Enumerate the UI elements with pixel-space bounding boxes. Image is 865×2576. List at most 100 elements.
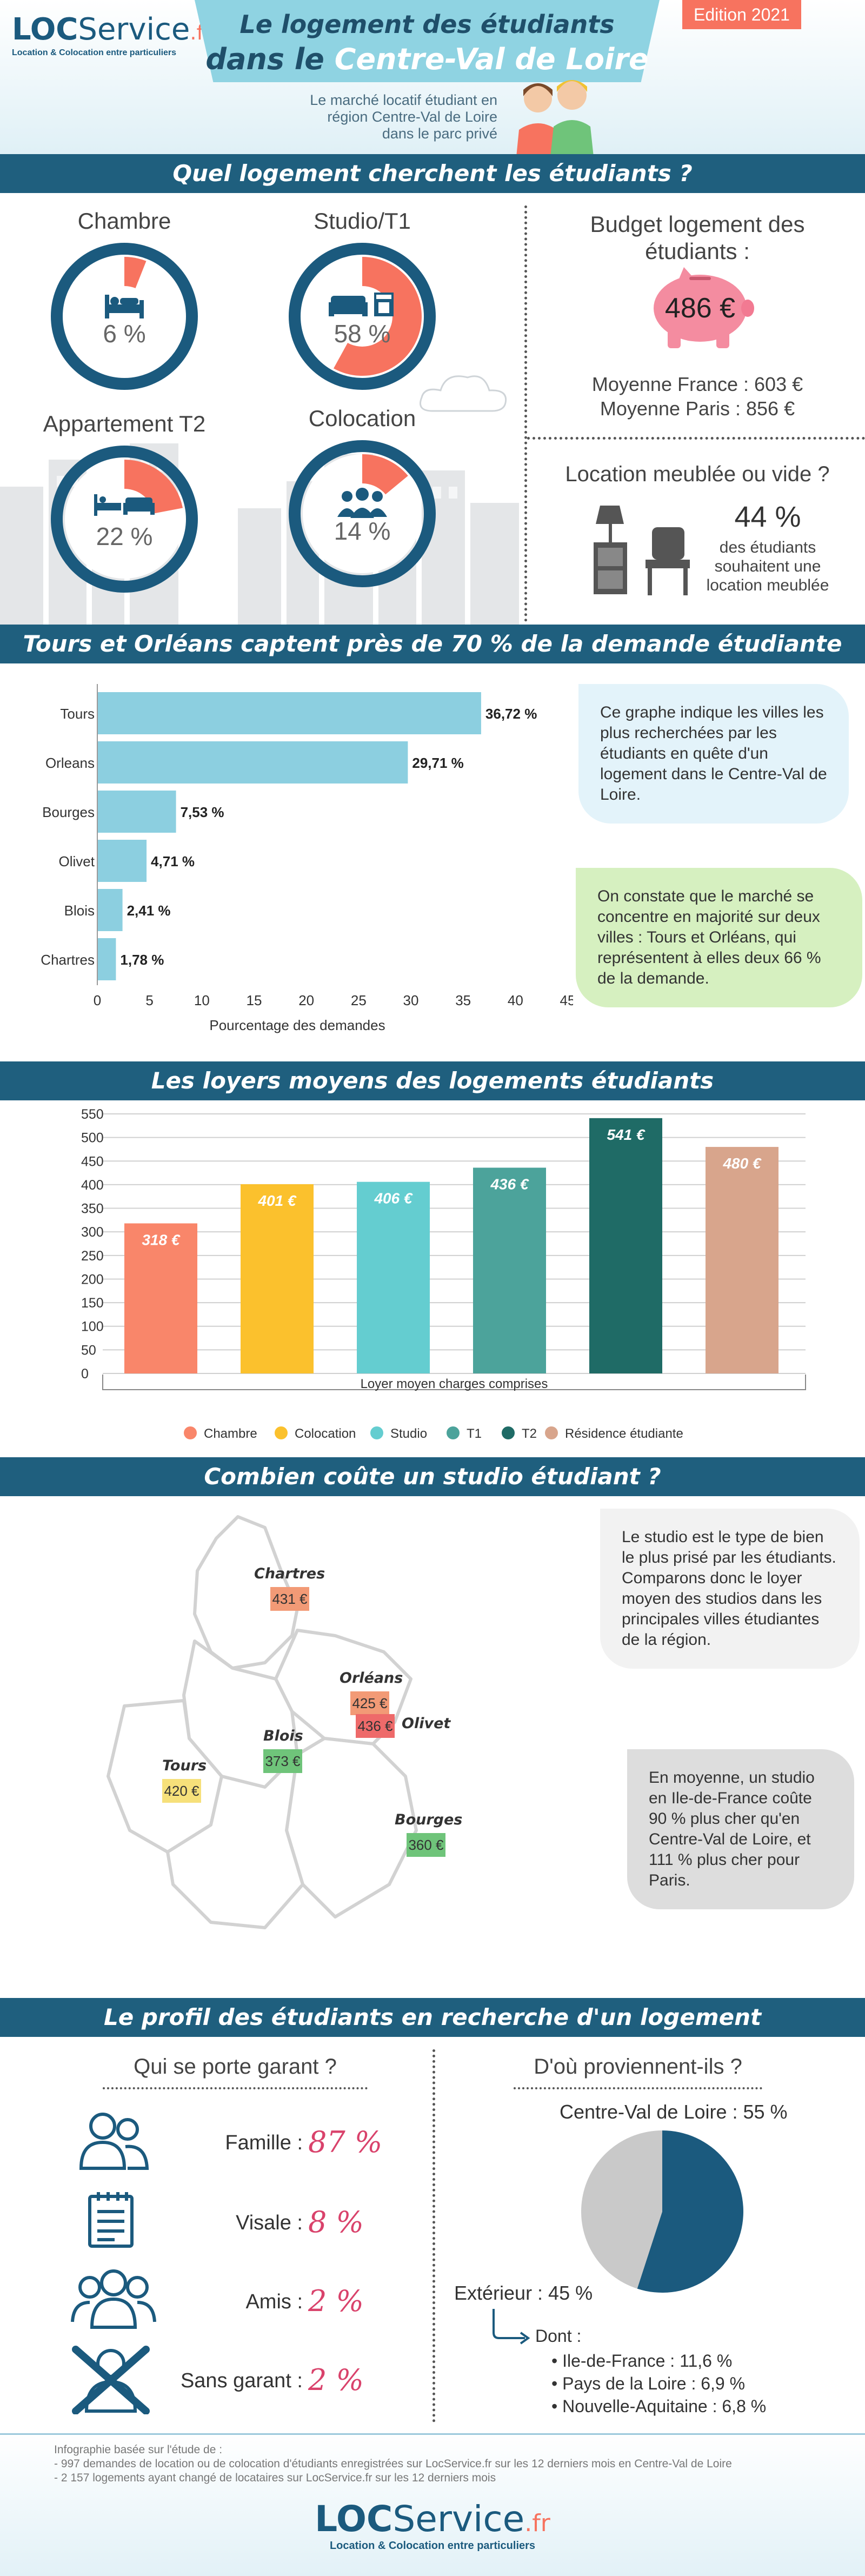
y-tick-label: 100 [81,1319,104,1335]
budget-title-line1: Budget logement des [590,211,805,237]
x-axis-title: Loyer moyen charges comprises [361,1377,548,1391]
bar-category-label: Tours [60,706,95,722]
guarantor-title-underline [103,2087,368,2089]
logo-tagline: Location & Colocation entre particuliers [12,48,177,57]
section1-banner: Quel logement cherchent les étudiants ? [0,154,865,193]
edition-badge: Edition 2021 [682,0,801,29]
x-tick-label: 10 [194,992,210,1008]
logo[interactable]: LOCService.fr Location & Colocation entr… [12,12,212,58]
logo-service: Service [78,12,190,47]
bar-category-label: Chartres [41,952,95,968]
origin-centre-label: Centre-Val de Loire : 55 % [560,2101,788,2123]
city-name: Olivet [402,1715,451,1732]
y-tick-label: 50 [81,1343,96,1358]
bar-value-label: 29,71 % [412,755,463,771]
section4-banner: Combien coûte un studio étudiant ? [0,1457,865,1496]
guarantor-value: 2 % [308,2363,364,2397]
no-guarantor-icon [72,2346,150,2414]
footer: Infographie basée sur l'étude de : - 997… [0,2433,865,2576]
origin-list-item: • Pays de la Loire : 6,9 % [551,2374,746,2393]
guarantor-label: Sans garant : [180,2369,303,2392]
guarantor-row-famille: Famille : 87 % [157,2125,405,2163]
y-tick-label: 150 [81,1296,104,1311]
housing-type-label: Colocation [308,406,416,431]
housing-type-t2: Appartement T2 22 % [32,411,216,622]
rent-bar [357,1181,430,1373]
x-axis-bracket [102,1375,806,1390]
rent-value-label: 318 € [142,1231,180,1248]
origin-list-text: Ile-de-France : 11,6 % [562,2351,733,2371]
subtitle-line2: région Centre-Val de Loire [327,109,497,125]
footer-logo-tagline: Location & Colocation entre particuliers [329,2540,536,2552]
guarantor-label: Famille : [225,2132,303,2154]
footer-divider [0,2433,865,2435]
guarantor-value: 2 % [308,2284,364,2318]
cloud-decoration [420,375,507,412]
subtitle-line3: dans le parc privé [382,125,497,142]
guarantor-label: Amis : [245,2290,303,2313]
housing-type-value: 14 % [334,517,391,545]
demand-bar [97,938,116,980]
logo-brand: LOC [12,12,78,47]
footer-logo[interactable]: LOCService.fr Location & Colocation entr… [297,2498,568,2552]
bar-category-label: Blois [64,902,95,919]
demand-bar [97,889,123,931]
bar-value-label: 1,78 % [120,952,164,968]
divider-horizontal [527,437,865,440]
header-subtitle: Le marché locatif étudiant en région Cen… [227,92,497,142]
guarantor-label: Visale : [236,2212,303,2234]
map-eure-et-loir[interactable] [193,1515,299,1670]
map-indre[interactable] [166,1753,304,1929]
legend-swatch [184,1426,197,1439]
origin-list-text: Pays de la Loire : 6,9 % [562,2374,746,2393]
x-tick-label: 40 [508,992,523,1008]
title-line2-pre: dans le [205,42,335,76]
title-line2: dans le Centre-Val de Loire [195,42,660,76]
header: LOCService.fr Location & Colocation entr… [0,0,865,157]
friends-icon [71,2269,156,2329]
demand-conclusion-bubble: On constate que le marché se concentre e… [576,868,862,1007]
people-icon [337,488,387,518]
rent-bar [241,1184,314,1373]
y-tick-label: 300 [81,1225,104,1240]
x-tick-label: 20 [298,992,314,1008]
footer-notes: Infographie basée sur l'étude de : - 997… [54,2443,732,2485]
guarantor-title: Qui se porte garant ? [134,2055,337,2079]
rent-bar [473,1167,546,1373]
footer-logo-brand: LOC [315,2498,393,2540]
housing-type-value: 58 % [334,320,391,348]
x-tick-label: 15 [247,992,262,1008]
apartment-icon [94,494,155,516]
legend-label: T2 [522,1426,537,1441]
rent-bar-chart: 0 50 100 150 200 250 300 350 400 450 500 550 318 € 40… [81,1107,806,1441]
city-price: 436 € [356,1714,395,1738]
rent-value-label: 436 € [490,1176,529,1192]
rent-value-label: 401 € [257,1192,296,1209]
demand-bar-chart: Tours 36,72 % Orleans 29,71 % Bourges 7,53 % O… [41,684,573,1033]
rent-value-label: 541 € [607,1126,645,1143]
demand-bar [97,840,147,882]
city-name: Blois [263,1728,303,1744]
rent-bar [706,1147,778,1373]
housing-type-value: 6 % [103,320,146,348]
demand-bar [97,791,176,833]
city-name: Orléans [340,1670,403,1687]
origin-arrow-icon [493,2309,530,2345]
furniture-icon [594,506,690,595]
divider-vertical-profile [432,2049,435,2422]
region-map [107,1515,418,1929]
city-name: Tours [162,1757,207,1774]
y-tick-label: 450 [81,1154,104,1169]
legend-swatch [447,1426,460,1439]
y-tick-label: 500 [81,1131,104,1146]
legend-swatch [502,1426,515,1439]
x-tick-label: 5 [145,992,153,1008]
x-tick-label: 0 [94,992,101,1008]
document-icon [88,2192,134,2248]
bar-category-label: Orleans [45,755,95,771]
housing-type-label: Chambre [77,208,171,234]
origin-list-item: • Ile-de-France : 11,6 % [551,2351,733,2371]
pie-slice [637,2130,743,2293]
legend-label: Colocation [295,1426,356,1441]
y-tick-label: 350 [81,1201,104,1217]
